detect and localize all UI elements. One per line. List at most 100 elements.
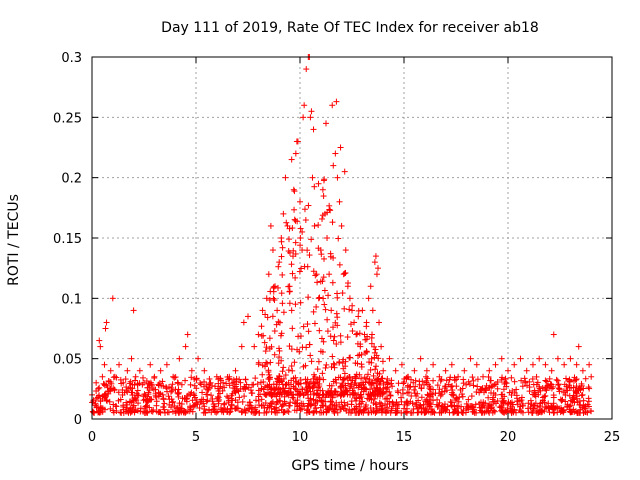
baseline-point [169,408,176,415]
baseline-point [174,379,181,386]
active-period-point [368,355,375,362]
baseline-point [306,408,313,415]
active-period-point [376,370,383,377]
active-period-point [270,295,277,302]
active-period-point [318,335,325,342]
roti-point [573,361,580,368]
baseline-point [570,396,577,403]
roti-point [95,385,102,392]
baseline-point [149,385,156,392]
roti-point [109,295,116,302]
active-period-point [335,374,342,381]
active-period-point [354,330,361,337]
baseline-point [358,375,365,382]
active-period-point [340,391,347,398]
roti-point [380,367,387,374]
active-period-point [286,288,293,295]
baseline-point [106,398,113,405]
baseline-point [178,409,185,416]
active-period-point [365,391,372,398]
roti-point [297,198,303,205]
baseline-point [232,389,239,396]
baseline-point [344,401,351,408]
roti-point [251,343,258,350]
roti-point [311,222,318,229]
baseline-point [550,400,557,407]
baseline-point [333,379,340,386]
roti-point [147,361,154,368]
active-period-point [319,387,326,394]
baseline-point [171,374,178,381]
active-period-point [379,358,386,365]
baseline-point [165,393,172,400]
active-period-point [327,250,334,257]
baseline-point [517,403,524,410]
active-period-point [313,391,320,398]
x-tick-label: 15 [396,430,413,445]
roti-point [523,367,530,374]
baseline-point [578,392,585,399]
active-period-point [278,378,285,385]
baseline-point [555,382,562,389]
active-period-point [377,378,384,385]
roti-point [455,373,462,380]
baseline-point [499,374,506,381]
active-period-point [275,345,282,352]
active-period-point [311,380,318,387]
baseline-point [524,405,531,412]
baseline-point [488,402,495,409]
active-period-point [279,271,286,278]
active-period-point [282,372,289,379]
active-period-point [285,236,292,243]
active-period-point [313,303,320,310]
active-period-point [278,330,285,337]
baseline-point [412,383,419,390]
baseline-point [580,385,587,392]
baseline-point [526,378,533,385]
baseline-point [264,404,271,411]
active-period-point [338,383,345,390]
baseline-point [123,384,130,391]
baseline-point [538,407,545,414]
baseline-point [188,374,195,381]
baseline-point [97,404,104,411]
active-period-point [314,376,321,383]
active-period-point [321,176,328,183]
baseline-point [358,400,365,407]
active-period-point [324,316,331,323]
baseline-point [315,384,322,391]
baseline-point [372,401,379,408]
active-period-point [314,279,321,286]
roti-point [319,186,326,193]
baseline-point [430,377,437,384]
baseline-point [316,383,323,390]
baseline-point [585,395,592,402]
active-period-point [305,202,312,209]
baseline-point [301,403,308,410]
active-period-point [368,381,375,388]
baseline-point [202,409,209,416]
roti-point [315,295,322,302]
active-period-point [358,391,365,398]
baseline-point [356,394,363,401]
active-period-point [368,340,375,347]
baseline-point [169,399,176,406]
y-axis-ticks: 0 0.05 0.1 0.15 0.2 0.25 0.3 [53,51,612,428]
baseline-point [119,386,126,393]
baseline-point [436,409,443,416]
active-period-point [276,354,283,361]
roti-point [467,355,474,362]
active-period-point [363,375,370,382]
roti-point [288,156,295,163]
roti-point [269,247,276,254]
baseline-point [356,408,363,415]
baseline-point [166,401,173,408]
roti-point [195,355,202,362]
active-period-point [258,323,265,330]
baseline-point [353,405,360,412]
baseline-point [160,395,167,402]
baseline-point [448,399,455,406]
active-period-point [263,359,270,366]
active-period-point [321,255,328,262]
baseline-point [458,391,465,398]
